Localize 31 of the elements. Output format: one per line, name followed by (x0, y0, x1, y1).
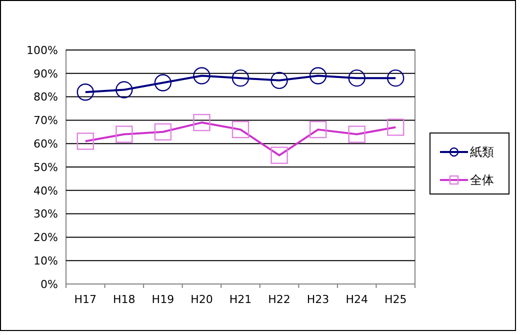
y-tick-label: 70% (34, 114, 58, 128)
y-tick-label: 60% (34, 137, 58, 150)
point (309, 67, 327, 84)
y-tick-label: 40% (34, 184, 58, 198)
y-tick-label: 0% (40, 278, 58, 291)
x-tick-label: H18 (113, 293, 136, 306)
legend-label: 紙類 (470, 145, 494, 160)
x-tick-label: H23 (306, 293, 330, 306)
y-tick-label: 50% (34, 160, 58, 174)
point (232, 69, 250, 87)
point (270, 72, 288, 90)
point (387, 69, 404, 87)
point (154, 74, 172, 92)
point (348, 69, 366, 87)
y-tick-label: 10% (34, 254, 58, 268)
x-tick-label: H24 (346, 293, 368, 306)
y-tick-label: 20% (34, 231, 58, 244)
y-tick-label: 30% (34, 208, 58, 221)
point (193, 67, 210, 84)
x-tick-label: H25 (384, 293, 407, 306)
y-tick-label: 90% (34, 67, 58, 80)
x-tick-label: H22 (268, 293, 290, 306)
y-tick-label: 100% (26, 44, 58, 57)
point (76, 84, 94, 101)
x-tick-label: H21 (229, 293, 252, 306)
legend-label: 全体 (470, 173, 494, 188)
x-tick-label: H20 (190, 293, 213, 306)
x-tick-label: H17 (74, 293, 97, 306)
point (116, 81, 133, 98)
x-tick-label: H19 (152, 293, 174, 306)
y-tick-label: 80% (34, 90, 58, 104)
